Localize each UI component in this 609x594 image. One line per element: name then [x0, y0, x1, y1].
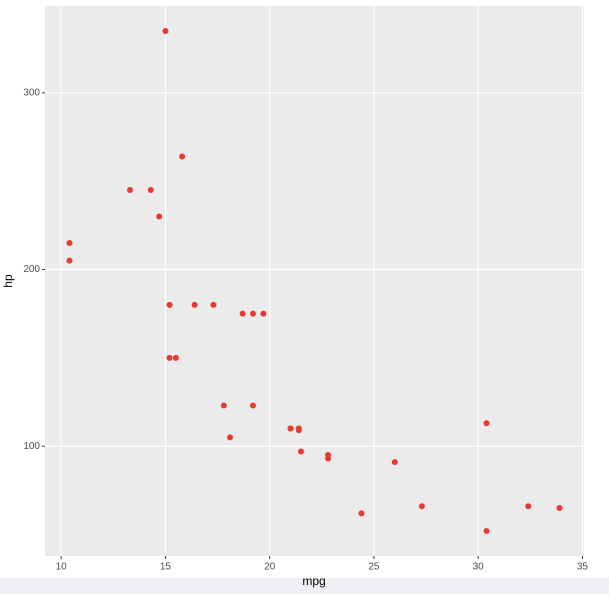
x-tick-label: 25 [368, 562, 380, 573]
point [483, 420, 490, 427]
point [260, 310, 267, 317]
y-axis-title: hp [1, 274, 15, 288]
point [126, 187, 133, 194]
point [210, 301, 217, 308]
point [156, 213, 163, 220]
point [295, 427, 302, 434]
plot-panel [45, 6, 584, 556]
point [358, 510, 365, 517]
point [239, 310, 246, 317]
point [483, 528, 490, 534]
x-axis-title: mpg [302, 574, 325, 588]
point [179, 153, 186, 160]
point [147, 187, 154, 194]
point [172, 354, 179, 361]
point [191, 301, 198, 308]
x-tick-label: 10 [56, 562, 68, 573]
point [391, 459, 398, 466]
x-tick-label: 15 [160, 562, 172, 573]
point [249, 402, 256, 409]
x-tick-label: 20 [264, 562, 276, 573]
point [556, 505, 563, 512]
point [162, 28, 169, 34]
point [220, 402, 227, 409]
point [249, 310, 256, 317]
point [66, 240, 73, 247]
point [418, 503, 425, 510]
point [525, 503, 532, 510]
y-tick-label: 200 [23, 264, 40, 275]
y-tick-label: 300 [23, 87, 40, 98]
point [287, 425, 294, 432]
point [325, 452, 332, 459]
y-tick-label: 100 [23, 441, 40, 452]
point [66, 257, 73, 264]
point [166, 354, 173, 361]
point [166, 301, 173, 308]
point [227, 434, 234, 441]
window-strip [0, 578, 609, 594]
x-tick-label: 30 [473, 562, 485, 573]
x-tick-label: 35 [577, 562, 589, 573]
point [297, 448, 304, 455]
